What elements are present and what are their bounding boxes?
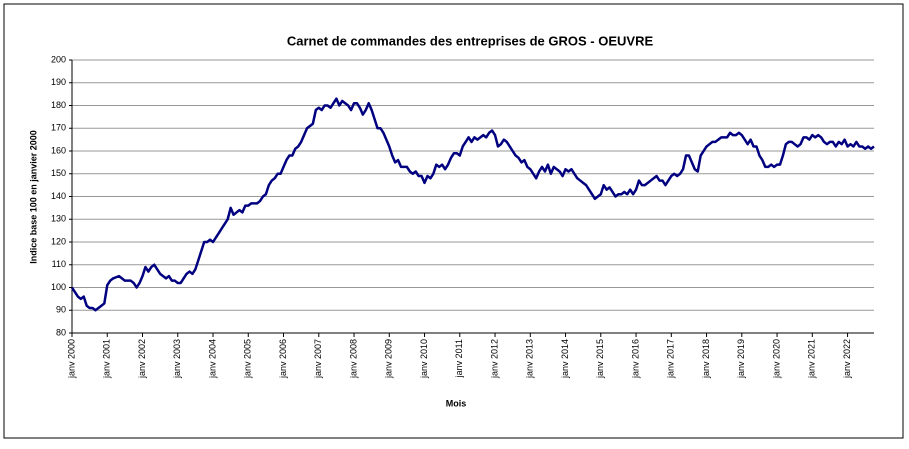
data-line <box>70 97 875 312</box>
x-tick-label: janv 2012 <box>489 339 499 379</box>
x-tick-label: janv 2009 <box>384 339 394 379</box>
x-tick-label: janv 2008 <box>348 339 358 379</box>
x-tick-label: janv 2006 <box>278 339 288 379</box>
x-tick-label: janv 2013 <box>525 339 535 379</box>
y-tick-label: 120 <box>51 236 66 246</box>
x-axis-label: Mois <box>446 398 467 408</box>
x-tick-label: janv 2003 <box>172 339 182 379</box>
y-tick-label: 110 <box>52 259 66 269</box>
y-tick-label: 90 <box>56 305 66 315</box>
y-tick-label: 140 <box>51 191 66 201</box>
x-tick-label: janv 2017 <box>666 339 676 379</box>
x-tick-label: janv 2019 <box>736 339 746 379</box>
chart-title: Carnet de commandes des entreprises de G… <box>287 33 654 48</box>
x-tick-label: janv 2000 <box>66 339 76 379</box>
x-tick-label: janv 2005 <box>243 339 253 379</box>
x-tick-label: janv 2011 <box>454 339 464 378</box>
y-axis-label: Indice base 100 en janvier 2000 <box>28 130 38 264</box>
x-tick-label: janv 2020 <box>771 339 781 379</box>
x-tick-label: janv 2002 <box>137 339 147 379</box>
x-tick-label: janv 2001 <box>102 339 112 379</box>
x-tick-label: janv 2010 <box>419 339 429 379</box>
x-tick-label: janv 2018 <box>701 339 711 379</box>
x-tick-label: janv 2007 <box>313 339 323 379</box>
x-tick-label: janv 2021 <box>807 339 817 379</box>
x-tick-label: janv 2004 <box>207 339 217 379</box>
x-tick-label: janv 2014 <box>560 339 570 379</box>
x-tick-label: janv 2016 <box>630 339 640 379</box>
y-tick-label: 180 <box>51 100 66 110</box>
y-tick-label: 100 <box>51 282 66 292</box>
y-tick-label: 80 <box>56 327 66 337</box>
y-tick-label: 170 <box>51 123 66 133</box>
x-tick-label: janv 2015 <box>595 339 605 379</box>
y-tick-label: 200 <box>51 54 66 64</box>
y-tick-label: 190 <box>51 77 66 87</box>
chart-frame <box>3 3 904 439</box>
x-tick-label: janv 2022 <box>842 339 852 379</box>
y-tick-label: 160 <box>51 145 66 155</box>
y-tick-label: 130 <box>51 214 66 224</box>
y-tick-label: 150 <box>51 168 66 178</box>
